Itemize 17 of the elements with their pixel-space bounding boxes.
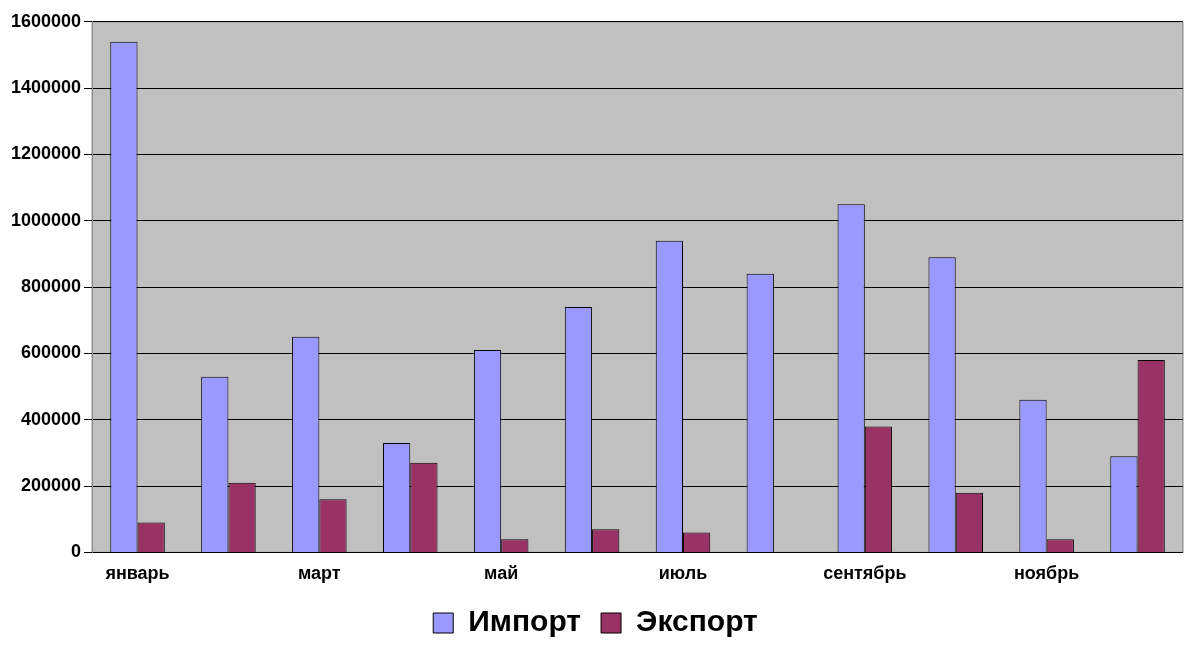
- x-tick-label: май: [484, 563, 519, 584]
- x-tick-label: ноябрь: [1013, 563, 1080, 584]
- x-tick-label: март: [298, 563, 341, 584]
- legend-label: Экспорт: [636, 604, 758, 638]
- y-tick-label: 600000: [21, 342, 82, 363]
- y-tick-label: 0: [71, 541, 82, 562]
- y-tick-label: 1400000: [11, 77, 82, 98]
- x-tick-label: январь: [104, 563, 170, 584]
- y-tick-label: 1200000: [11, 143, 82, 164]
- y-tick-label: 1000000: [11, 209, 82, 230]
- y-tick-label: 400000: [21, 408, 82, 429]
- x-tick-label: сентябрь: [823, 563, 907, 584]
- y-tick-label: 1600000: [11, 10, 82, 31]
- y-tick-label: 800000: [21, 276, 82, 297]
- x-tick-label: июль: [658, 563, 708, 584]
- legend-label: Импорт: [468, 604, 582, 638]
- y-tick-label: 200000: [21, 475, 82, 496]
